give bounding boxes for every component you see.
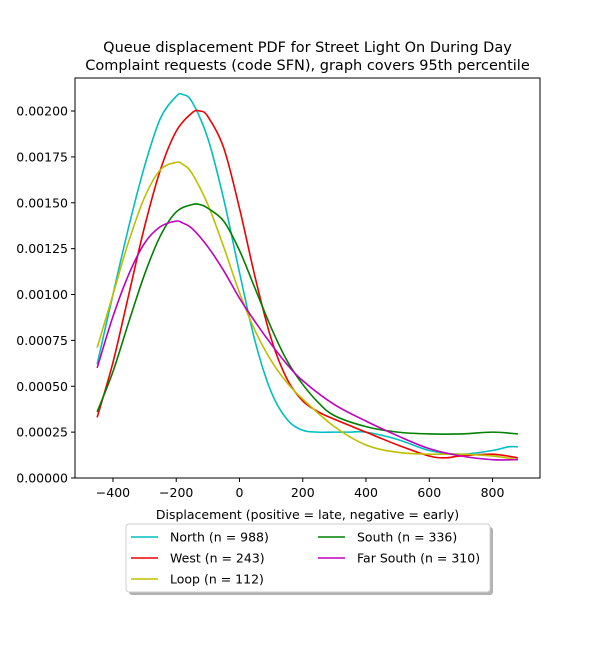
y-tick-label: 0.00175 xyxy=(16,149,68,164)
y-tick-label: 0.00075 xyxy=(16,333,68,348)
chart-title-line1: Queue displacement PDF for Street Light … xyxy=(103,40,512,56)
legend-label: South (n = 336) xyxy=(357,530,457,545)
series-layer xyxy=(96,92,518,461)
x-tick-label: 400 xyxy=(354,485,378,500)
y-tick-label: 0.00000 xyxy=(16,471,68,486)
y-tick-label: 0.00150 xyxy=(16,195,68,210)
y-tick-label: 0.00200 xyxy=(16,104,68,119)
legend-label: Loop (n = 112) xyxy=(170,572,264,587)
x-axis-label: Displacement (positive = late, negative … xyxy=(156,507,459,522)
x-tick-label: 600 xyxy=(417,485,441,500)
series-line-0 xyxy=(96,92,518,455)
series-line-1 xyxy=(96,109,518,459)
x-tick-label: −400 xyxy=(96,485,130,500)
x-tick-label: −200 xyxy=(159,485,193,500)
y-tick-label: 0.00125 xyxy=(16,241,68,256)
legend-items: North (n = 988) West (n = 243) Loop (n = 1… xyxy=(131,530,480,587)
x-tick-label: 800 xyxy=(481,485,505,500)
legend-label: North (n = 988) xyxy=(170,530,269,545)
series-line-3 xyxy=(96,203,518,435)
plot-frame xyxy=(74,77,541,479)
y-tick-label: 0.00100 xyxy=(16,287,68,302)
series-line-4 xyxy=(96,220,518,461)
legend-label: West (n = 243) xyxy=(170,551,265,566)
x-tick-label: 0 xyxy=(236,485,244,500)
series-line-2 xyxy=(96,161,518,461)
ticks-layer: −400 −200 0 200 400 600 800 0.00000 0.00025 0.000… xyxy=(16,104,504,500)
chart-title-line2: Complaint requests (code SFN), graph cov… xyxy=(85,58,530,74)
y-tick-label: 0.00050 xyxy=(16,379,68,394)
y-tick-label: 0.00025 xyxy=(16,425,68,440)
x-tick-label: 200 xyxy=(291,485,315,500)
legend-label: Far South (n = 310) xyxy=(357,551,480,566)
legend-box xyxy=(125,523,491,593)
legend: North (n = 988) West (n = 243) Loop (n = 1… xyxy=(125,523,493,595)
